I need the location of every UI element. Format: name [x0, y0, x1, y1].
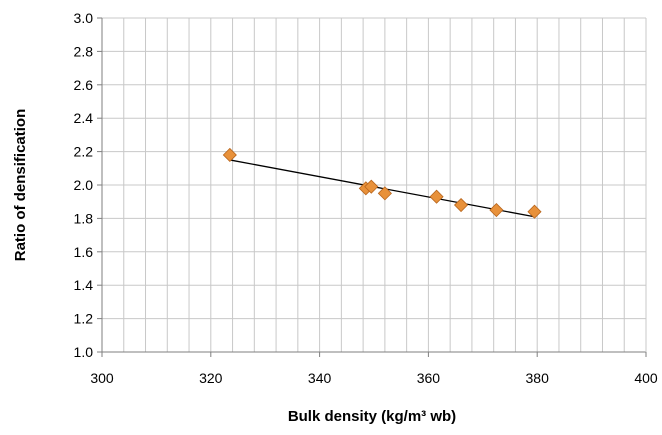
y-tick-label: 1.8 — [74, 210, 94, 226]
y-tick-label: 3.0 — [74, 10, 94, 26]
trendline — [229, 159, 535, 218]
x-tick-label: 380 — [526, 370, 550, 386]
x-tick-label: 400 — [634, 370, 658, 386]
y-tick-label: 1.6 — [74, 244, 94, 260]
y-tick-label: 2.4 — [74, 110, 94, 126]
y-tick-label: 1.0 — [74, 344, 94, 360]
x-tick-label: 300 — [90, 370, 114, 386]
trendline-layer — [229, 159, 535, 218]
data-point — [489, 202, 504, 218]
data-points — [222, 147, 542, 219]
data-point — [377, 186, 392, 201]
axes — [97, 17, 647, 357]
tick-labels: 1.0 1.2 1.4 1.6 1.8 2.0 2.2 2.4 2.6 2.8 3.0 300 320 3… — [74, 10, 658, 386]
y-tick-label: 1.4 — [74, 277, 94, 293]
x-tick-label: 360 — [417, 370, 441, 386]
x-tick-label: 320 — [199, 370, 223, 386]
y-tick-label: 1.2 — [74, 311, 94, 327]
data-point — [222, 147, 237, 163]
y-tick-label: 2.6 — [74, 77, 94, 93]
x-tick-label: 340 — [308, 370, 332, 386]
y-tick-label: 2.0 — [74, 177, 94, 193]
data-point — [364, 179, 379, 194]
data-point — [429, 189, 444, 204]
x-axis-title: Bulk density (kg/m³ wb) — [288, 408, 456, 425]
data-point — [527, 204, 542, 219]
y-tick-label: 2.8 — [74, 43, 94, 59]
y-tick-label: 2.2 — [74, 144, 94, 160]
data-point — [453, 197, 469, 213]
y-axis-title: Ratio of densification — [12, 109, 29, 262]
